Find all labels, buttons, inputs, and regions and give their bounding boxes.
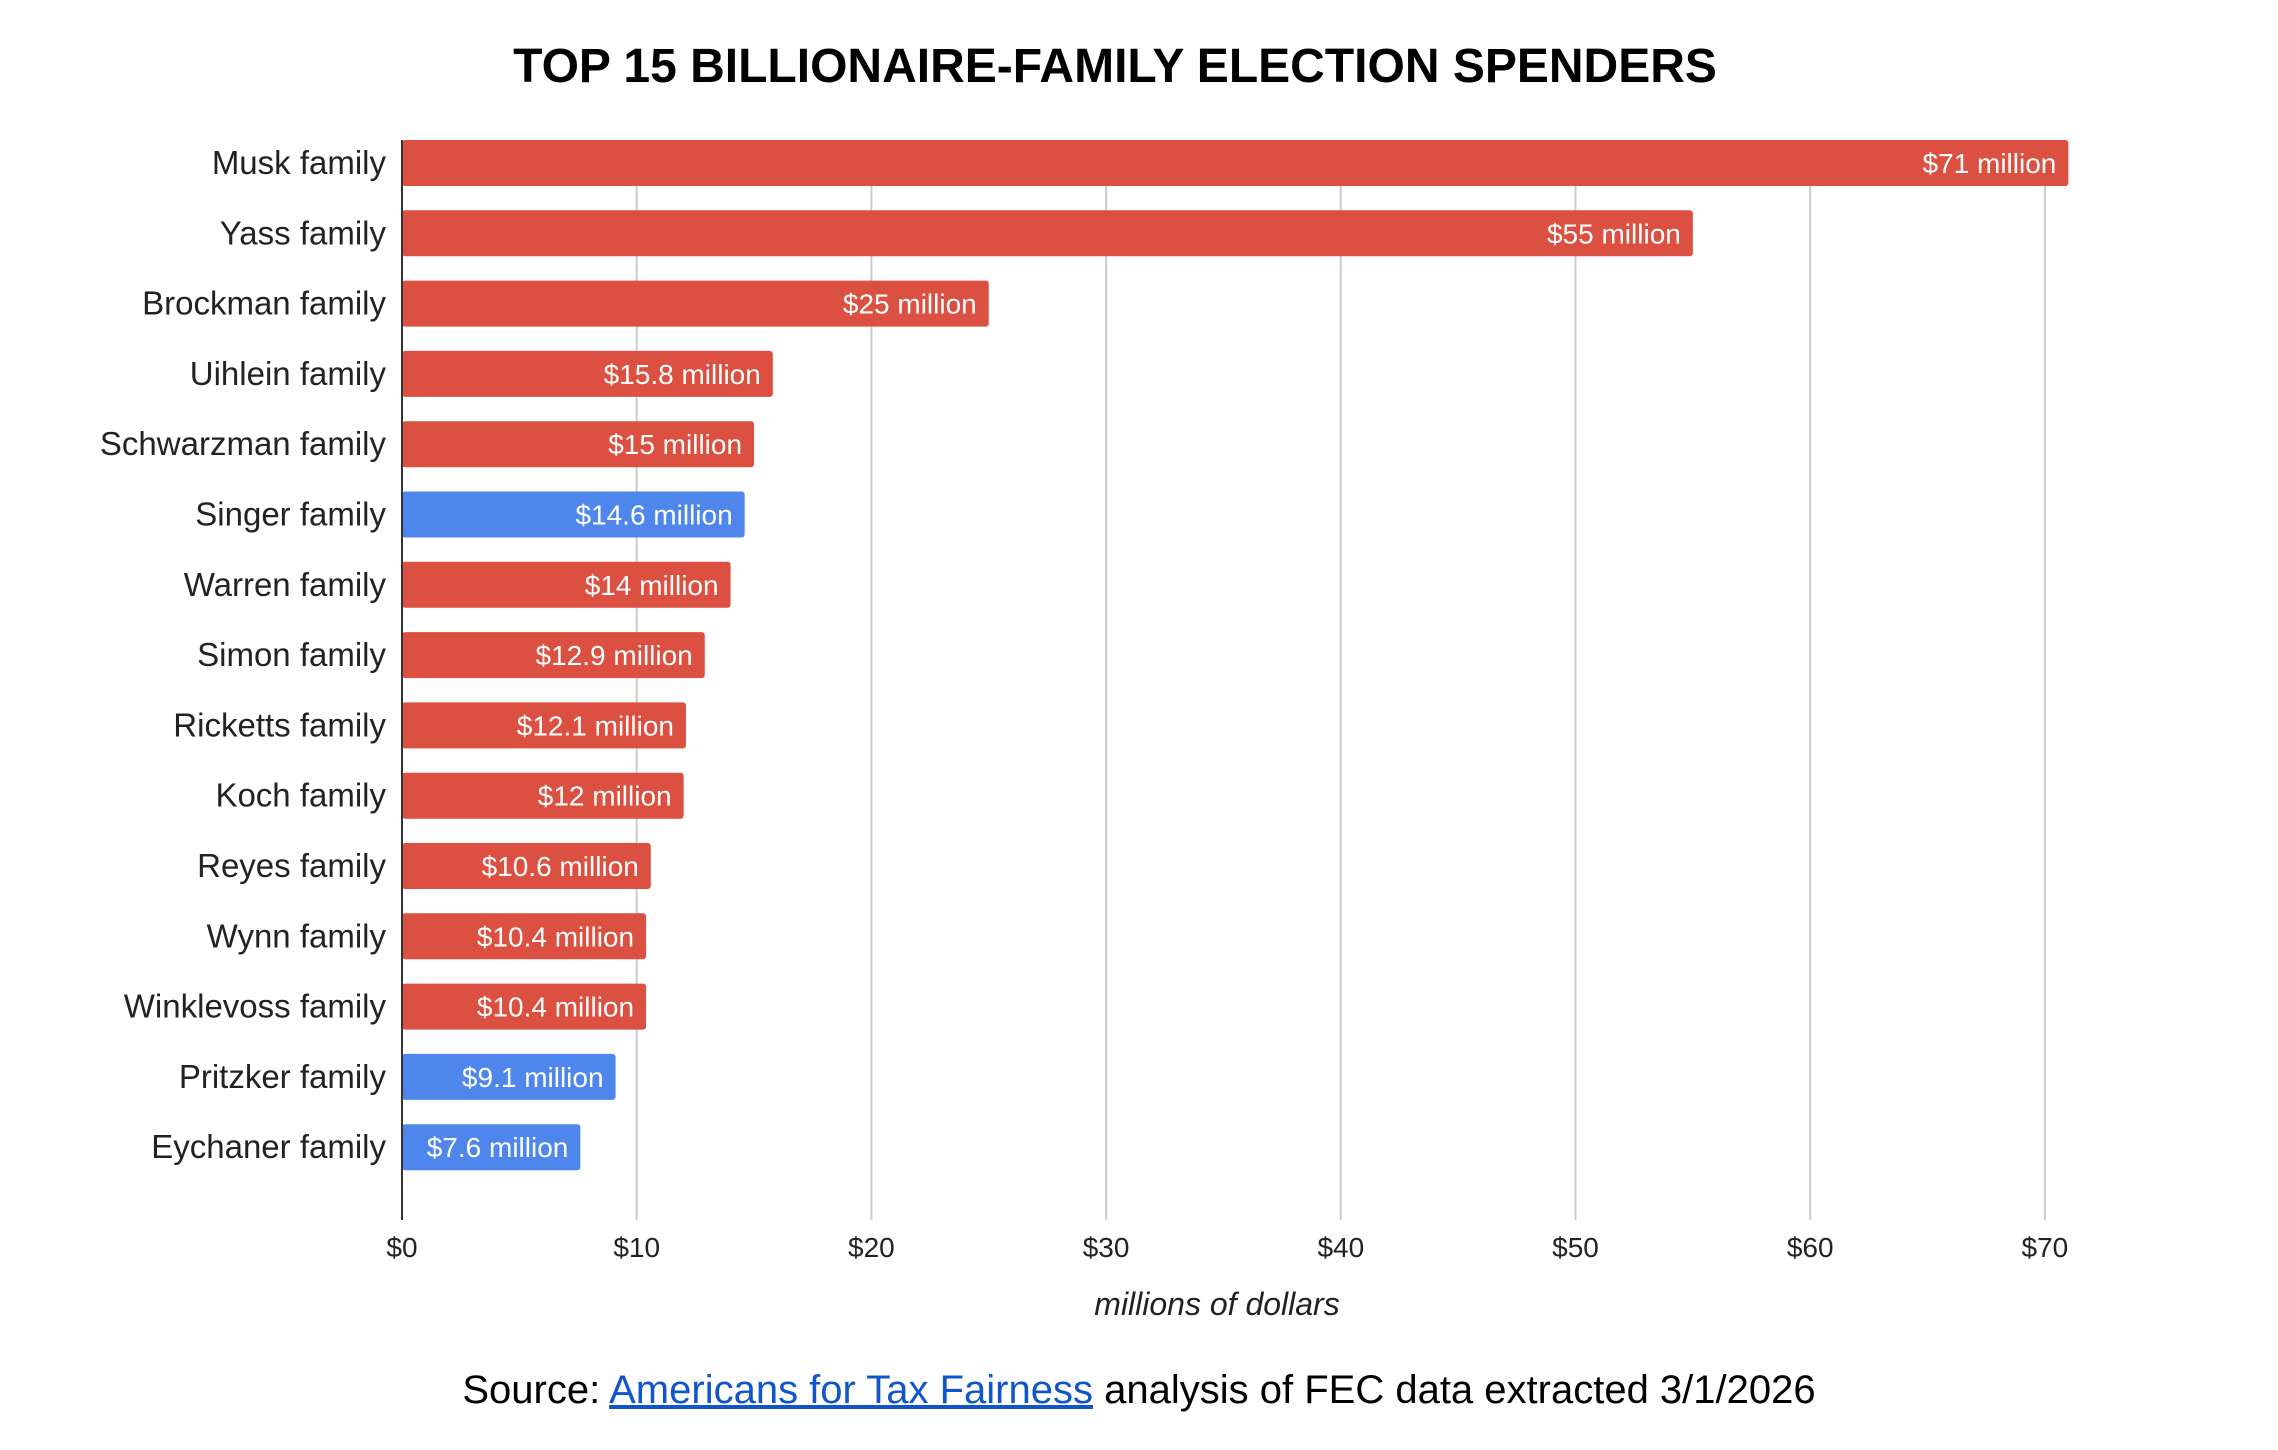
data-label: $12.1 million [517,710,674,741]
category-label: Yass family [220,214,387,251]
bar [402,843,651,889]
chart-title: TOP 15 BILLIONAIRE-FAMILY ELECTION SPEND… [513,40,1717,93]
x-tick-label: $60 [1787,1232,1834,1263]
x-tick-label: $70 [2022,1232,2069,1263]
bar [402,561,731,608]
bar [402,1124,581,1171]
data-label: $14 million [585,570,719,601]
bar [402,983,647,1030]
x-tick-label: $30 [1083,1232,1130,1263]
bar [402,280,989,327]
source-note: Source: Americans for Tax Fairness analy… [0,1368,2278,1413]
bars [402,140,2069,1171]
category-label: Pritzker family [179,1058,387,1095]
data-label: $25 million [843,289,977,320]
category-label: Reyes family [197,847,386,884]
category-label: Brockman family [142,285,386,322]
category-label: Ricketts family [173,706,386,743]
data-label: $10.4 million [477,921,634,952]
data-label: $10.6 million [482,851,639,882]
category-label: Schwarzman family [100,425,387,462]
bar [402,350,773,397]
data-label: $15 million [608,429,742,460]
x-axis-ticks: $0 $10 $20 $30 $40 $50 $60 $70 [386,1232,2068,1263]
data-label: $15.8 million [604,359,761,390]
x-tick-label: $10 [613,1232,660,1263]
bar [402,913,647,960]
data-label: $7.6 million [427,1132,569,1163]
category-label: Musk family [212,144,387,181]
category-label: Wynn family [207,917,387,954]
bar [402,772,684,819]
source-suffix: analysis of FEC data extracted 3/1/2026 [1093,1368,1816,1412]
x-tick-label: $50 [1552,1232,1599,1263]
category-label: Singer family [195,496,386,533]
data-label: $12 million [538,781,672,812]
data-label: $9.1 million [462,1062,604,1093]
x-tick-label: $0 [386,1232,417,1263]
bar-chart: TOP 15 BILLIONAIRE-FAMILY ELECTION SPEND… [100,40,2069,1322]
bar [402,210,1693,257]
category-label: Uihlein family [190,355,387,392]
bar [402,140,2069,186]
bar [402,491,745,538]
category-labels: Musk family Yass family Brockman family Uih… [100,144,387,1165]
x-tick-label: $40 [1317,1232,1364,1263]
data-label: $12.9 million [536,640,693,671]
bar [402,1053,616,1100]
x-tick-label: $20 [848,1232,895,1263]
category-label: Winklevoss family [124,988,387,1025]
x-axis-label: millions of dollars [1094,1286,1339,1322]
data-label: $55 million [1547,218,1681,249]
data-label: $10.4 million [477,992,634,1023]
bar [402,421,755,468]
data-labels: $71 million $55 million $25 million $15.8 m… [427,148,2057,1163]
category-label: Simon family [197,636,386,673]
category-label: Warren family [184,566,387,603]
data-label: $71 million [1923,148,2057,179]
category-label: Eychaner family [151,1128,386,1165]
bar [402,702,686,749]
data-label: $14.6 million [575,500,732,531]
source-prefix: Source: [462,1368,610,1412]
source-link[interactable]: Americans for Tax Fairness [609,1368,1093,1412]
category-label: Koch family [215,777,386,814]
bar [402,632,705,679]
